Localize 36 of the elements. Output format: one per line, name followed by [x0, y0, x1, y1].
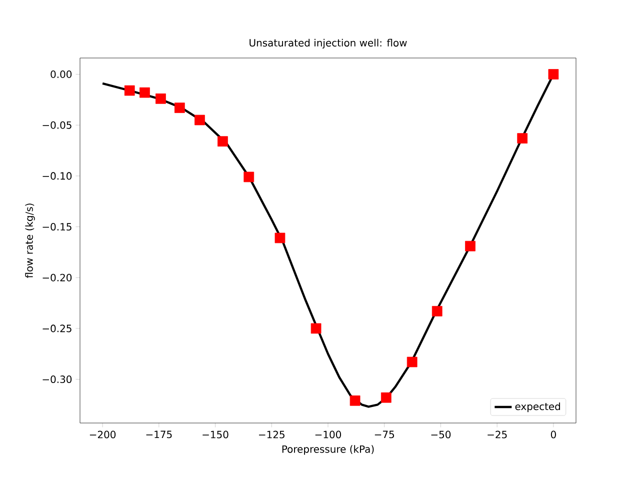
point	[174, 102, 185, 113]
x-tick-label: −175	[146, 430, 172, 438]
legend-label: expected	[515, 402, 560, 412]
y-tick-label: −0.10	[42, 172, 72, 180]
chart-title: Unsaturated injection well: flow	[250, 38, 407, 49]
point	[380, 392, 392, 403]
x-tick-label: −25	[488, 430, 507, 438]
point	[124, 85, 135, 96]
x-tick-label: −125	[259, 430, 284, 438]
x-tick-label: −100	[315, 430, 342, 438]
y-tick-label: −0.15	[42, 222, 72, 231]
x-tick-label: −200	[90, 430, 116, 438]
y-tick-label: −0.30	[42, 376, 72, 384]
point	[406, 356, 418, 368]
y-tick-label: −0.20	[42, 274, 72, 282]
x-tick-label: −150	[202, 430, 228, 438]
y-tick-label: 0.00	[50, 70, 72, 78]
point	[274, 232, 286, 244]
point	[244, 172, 254, 182]
point	[548, 69, 559, 80]
point	[465, 240, 476, 252]
point	[517, 133, 528, 144]
point	[350, 395, 360, 406]
point	[194, 114, 205, 126]
y-tick-label: −0.25	[42, 324, 72, 332]
point	[218, 136, 228, 147]
y-tick-label: −0.05	[42, 121, 72, 129]
x-axis-title: Porepressure (kPa)	[282, 445, 374, 455]
x-tick-label: −75	[374, 430, 394, 438]
point	[156, 93, 166, 104]
point	[310, 323, 322, 334]
point	[432, 306, 442, 316]
x-tick-label: −50	[431, 430, 451, 438]
x-tick-label: 0	[550, 430, 556, 438]
point	[140, 87, 150, 98]
y-axis-title: flow rate (kg/s)	[25, 204, 35, 278]
